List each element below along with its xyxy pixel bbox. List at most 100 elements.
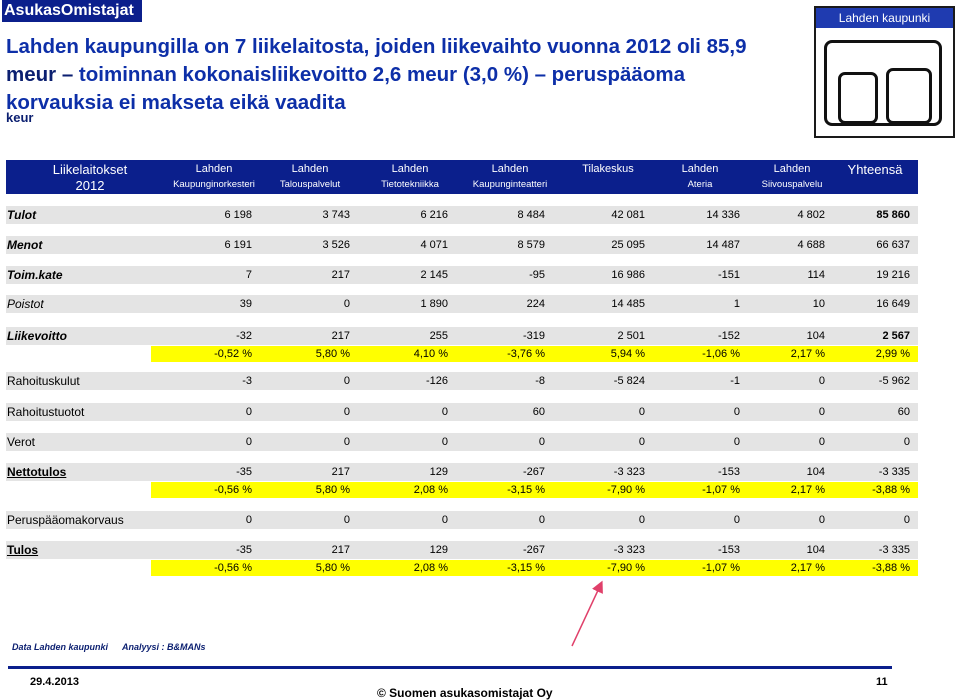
table-row [6,541,918,559]
header-column-name: Lahden [195,163,233,175]
table-cell: 6 216 [420,209,448,221]
table-row [6,403,918,421]
percentage-cell: -3,15 % [507,484,545,496]
table-cell: 1 890 [420,298,448,310]
header-column-subname: Kaupunginteatteri [472,179,548,190]
row-label: Poistot [7,297,44,311]
header-total-label: Yhteensä [847,162,903,177]
header-column: Lahden Siivouspalvelu [742,160,842,194]
table-cell: 0 [441,436,448,448]
percentage-cell: 2,08 % [413,484,448,496]
total-cell: 0 [903,436,910,448]
table-cell: 0 [441,514,448,526]
percentage-total-cell: -3,88 % [872,484,910,496]
table-cell: -319 [522,330,545,342]
header-column: Lahden Kaupunginteatteri [460,160,560,194]
percentage-cell: -0,56 % [214,484,252,496]
table-cell: 25 095 [611,239,645,251]
header-column-name: Lahden [291,163,329,175]
table-row [6,236,918,254]
header-column: Lahden Talouspalvelut [260,160,360,194]
table-cell: -267 [522,466,545,478]
table-cell: 0 [343,436,350,448]
source-data: Data Lahden kaupunki [12,642,109,652]
table-cell: 2 501 [617,330,645,342]
table-cell: 114 [807,269,825,281]
table-row [6,463,918,481]
source-note: Data Lahden kaupunki Analyysi : B&MANs [12,642,220,652]
percentage-cell: -3,15 % [507,562,545,574]
percentage-cell: 5,80 % [315,484,350,496]
total-cell: 60 [897,406,910,418]
table-cell: -153 [717,544,740,556]
table-cell: 42 081 [611,209,645,221]
table-cell: 0 [538,436,545,448]
table-cell: 3 526 [322,239,350,251]
table-cell: 0 [818,436,825,448]
table-cell: 0 [733,406,740,418]
header-label-line2: 2012 [75,178,105,193]
total-cell: 2 567 [882,330,910,342]
header-column-name: Lahden [491,163,529,175]
header-column-name: Lahden [773,163,811,175]
table-cell: 129 [429,466,448,478]
title-line-3: korvauksia ei makseta eikä vaadita [6,91,346,114]
table-cell: 6 198 [224,209,252,221]
city-outline-icon [824,40,942,126]
page-title: Lahden kaupungilla on 7 liikelaitosta, j… [6,33,796,117]
title-line-1: Lahden kaupungilla on 7 liikelaitosta, j… [6,35,747,58]
table-cell: 129 [429,544,448,556]
table-cell: 0 [343,375,350,387]
table-cell: 4 688 [797,239,825,251]
table-cell: 217 [331,544,350,556]
red-arrow-icon [571,580,603,647]
header-label: Liikelaitokset 2012 [20,160,160,194]
percentage-cell: -3,76 % [507,348,545,360]
footer-copyright: © Suomen asukasomistajat Oy [377,686,553,700]
header-column-subname: Ateria [687,179,713,190]
table-row [6,511,918,529]
total-cell: 85 860 [876,209,910,221]
table-cell: 4 802 [797,209,825,221]
total-cell: -5 962 [878,375,910,387]
percentage-cell: 4,10 % [413,348,448,360]
table-cell: 0 [638,406,645,418]
header-column-name: Lahden [391,163,429,175]
table-cell: 224 [526,298,545,310]
table-cell: 104 [806,330,825,342]
brand-logo: AsukasOmistajat [2,0,142,22]
table-cell: -153 [717,466,740,478]
table-cell: 0 [245,406,252,418]
table-cell: -8 [535,375,545,387]
percentage-cell: -1,06 % [702,348,740,360]
row-label: Menot [7,238,43,252]
row-label: Verot [7,435,36,449]
table-row [6,266,918,284]
table-cell: -1 [730,375,740,387]
header-label-line1: Liikelaitokset [52,162,128,177]
table-cell: 16 986 [611,269,645,281]
source-analysis: Analyysi : B&MANs [122,642,206,652]
header-column-subname: Kaupunginorkesteri [173,179,255,190]
table-cell: 217 [331,269,350,281]
table-cell: 2 145 [420,269,448,281]
table-cell: 10 [812,298,825,310]
percentage-cell: 5,80 % [315,348,350,360]
total-cell: 19 216 [876,269,910,281]
footer-divider [8,666,892,669]
table-cell: -5 824 [613,375,645,387]
row-label: Tulot [7,208,37,222]
row-label: Toim.kate [7,268,63,282]
footer-date: 29.4.2013 [30,676,79,688]
table-cell: 255 [429,330,448,342]
table-cell: 8 484 [517,209,545,221]
table-cell: 14 485 [611,298,645,310]
header-column: Lahden Kaupunginorkesteri [164,160,264,194]
header-column-name: Lahden [681,163,719,175]
table-cell: 0 [818,406,825,418]
header-column-subname: Talouspalvelut [279,179,341,190]
table-cell: -152 [717,330,740,342]
row-label: Liikevoitto [7,329,68,343]
percentage-cell: 2,17 % [790,484,825,496]
table-cell: 0 [638,436,645,448]
